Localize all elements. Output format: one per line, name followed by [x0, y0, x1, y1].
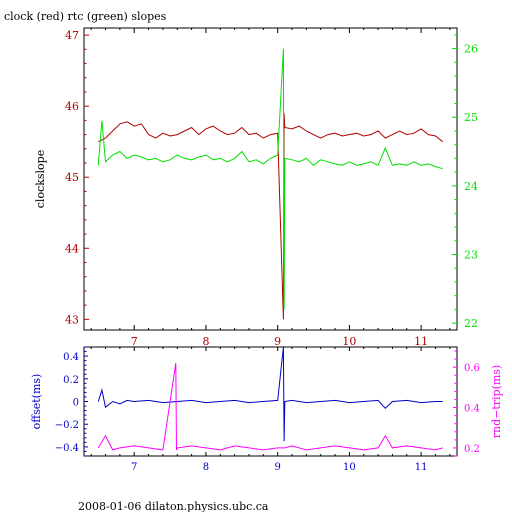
top-yright-tick-label: 26 [464, 43, 478, 56]
bottom-yright-label: rnd−trip(ms) [490, 365, 503, 439]
bottom-x-tick-label: 9 [274, 462, 280, 473]
top-yleft-label: clockslope [34, 150, 47, 208]
top-yleft-tick-label: 44 [65, 242, 79, 255]
bottom-yleft-tick-label: −0.4 [55, 443, 79, 454]
bottom-yright-tick-label: 0.2 [464, 444, 480, 455]
bottom-x-tick-label: 11 [415, 462, 428, 473]
bottom-yright-tick-label: 0.4 [464, 404, 480, 415]
bottom-yleft-tick-label: 0.2 [63, 375, 79, 386]
top-x-tick-label: 10 [342, 335, 356, 348]
top-x-tick-label: 9 [274, 335, 281, 348]
top-yright-tick-label: 25 [464, 111, 478, 124]
footer-text: 2008-01-06 dilaton.physics.ubc.ca [78, 500, 269, 512]
top-panel-frame [83, 27, 458, 331]
top-yright-tick-label: 22 [464, 317, 478, 330]
bottom-yleft-tick-label: 0 [73, 398, 79, 409]
series-rtc-line [97, 48, 443, 310]
top-panel: 7 8 9 10 11 43 44 45 46 47 22 23 24 25 26 clockslope [34, 27, 478, 348]
top-yleft-tick-label: 45 [65, 171, 79, 184]
top-yleft-tick-label: 47 [65, 29, 79, 42]
series-clock-line [98, 113, 444, 320]
bottom-yleft-label: offset(ms) [30, 374, 43, 430]
bottom-yleft-tick-label: −0.2 [55, 420, 79, 431]
top-x-tick-label: 8 [202, 335, 209, 348]
bottom-x-tick-label: 10 [343, 462, 356, 473]
top-x-tick-label: 7 [131, 335, 138, 348]
bottom-x-tick-label: 8 [203, 462, 209, 473]
chart-title: clock (red) rtc (green) slopes [4, 10, 167, 23]
bottom-yleft-tick-label: 0.4 [63, 352, 79, 363]
series-offset-line [97, 346, 443, 442]
bottom-yright-tick-label: 0.6 [464, 363, 480, 374]
top-yright-tick-label: 24 [464, 180, 478, 193]
top-yleft-tick-label: 46 [65, 100, 79, 113]
top-yleft-tick-label: 43 [65, 313, 79, 326]
top-yright-tick-label: 23 [464, 249, 478, 262]
top-x-tick-label: 11 [414, 335, 428, 348]
bottom-panel: 7 8 9 10 11 −0.4 −0.2 0 0.2 0.4 0.2 0.4 0.6 offset(ms… [30, 346, 503, 473]
series-rnd-trip-line [97, 363, 443, 451]
bottom-x-tick-label: 7 [131, 462, 137, 473]
